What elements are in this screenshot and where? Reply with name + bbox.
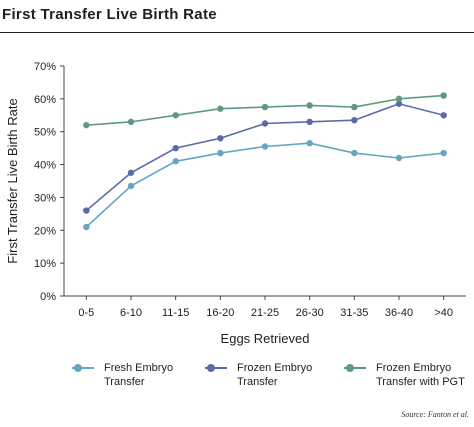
y-tick-label: 30% [34,192,56,204]
data-point [395,100,403,107]
x-tick-label: 26-30 [296,307,324,319]
data-point [83,121,90,129]
legend-label: Frozen Embryo Transfer [237,362,313,388]
data-point [351,149,358,157]
line-chart: 0% 10% 20% 30% 40% 50% 60% 70% 0-5 6-10 11-15 16-20… [5,61,466,346]
y-tick-label: 50% [34,127,56,139]
data-point [127,169,135,176]
data-point [351,103,358,111]
series-line [85,142,444,228]
source-note: Source: Fanton et al. [401,410,469,419]
data-point [440,112,447,119]
axes [60,65,466,300]
data-point [172,112,179,119]
legend-item-fresh: Fresh Embryo Transfer [72,361,204,389]
data-point [127,118,135,126]
data-point [217,149,224,157]
x-axis-title: Eggs Retrieved [221,331,310,346]
data-point [261,143,269,150]
x-tick-label: 21-25 [251,307,279,319]
legend-item-frozen-pgt: Frozen Embryo Transfer with PGT [344,361,474,389]
data-point [351,117,358,124]
y-tick-label: 0% [40,291,56,303]
data-point [306,140,313,147]
x-tick-label: 36-40 [385,307,413,319]
chart-title: First Transfer Live Birth Rate [2,6,217,23]
data-point [217,135,224,142]
data-point [127,182,135,190]
legend-swatch [205,364,227,372]
data-point [217,105,224,112]
x-tick-label: >40 [434,307,453,319]
axis-labels: 0% 10% 20% 30% 40% 50% 60% 70% 0-5 6-10 11-15 16-20… [5,61,453,346]
data-point [172,144,179,152]
series-lines [83,92,447,231]
data-point [395,154,403,162]
y-tick-label: 10% [34,258,56,270]
legend-label: Frozen Embryo Transfer with PGT [376,362,465,388]
data-point [172,158,179,165]
data-point [395,95,403,103]
x-tick-label: 31-35 [340,307,368,319]
y-tick-label: 70% [34,61,56,73]
legend-swatch [72,364,94,372]
data-point [440,149,447,157]
x-tick-label: 16-20 [206,307,234,319]
y-tick-label: 20% [34,225,56,237]
data-point [306,102,313,109]
data-point [440,92,447,99]
data-point [83,223,90,231]
x-tick-label: 0-5 [78,307,94,319]
data-point [306,118,313,126]
y-axis-title: First Transfer Live Birth Rate [5,98,20,263]
data-point [261,103,269,111]
data-point [83,207,90,214]
legend-item-frozen: Frozen Embryo Transfer [205,361,337,389]
y-tick-label: 60% [34,94,56,106]
x-tick-label: 6-10 [120,307,142,319]
title-divider [0,32,474,33]
x-tick-label: 11-15 [162,307,189,319]
data-point [261,120,269,127]
y-tick-label: 40% [34,160,56,172]
legend-label: Fresh Embryo Transfer [104,362,174,388]
legend-swatch [344,364,366,372]
